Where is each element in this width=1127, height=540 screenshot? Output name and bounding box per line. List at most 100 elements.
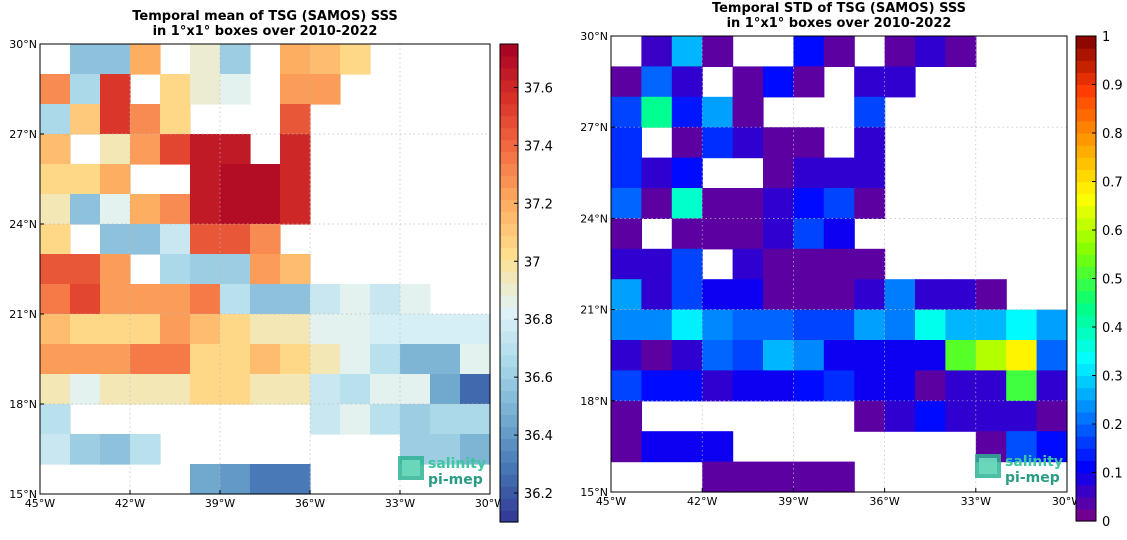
colorbar-segment [500, 223, 518, 236]
heatmap-cell [1006, 400, 1038, 432]
colorbar-segment [1076, 302, 1096, 316]
y-tick-label: 24°N [580, 212, 608, 225]
colorbar-tick-label: 37.2 [524, 197, 553, 212]
heatmap-cell [400, 344, 431, 375]
heatmap-cell [190, 374, 221, 405]
colorbar-segment [1076, 290, 1096, 304]
heatmap-cell [190, 164, 221, 195]
heatmap-cell [130, 44, 161, 75]
heatmap-cell [40, 194, 71, 225]
heatmap-cell [671, 66, 703, 98]
heatmap-cell [280, 134, 311, 165]
y-tick-label: 15°N [9, 488, 37, 501]
heatmap-cell [611, 279, 642, 311]
heatmap-cell [220, 134, 251, 165]
heatmap-cell [671, 96, 703, 128]
heatmap-cell [854, 66, 886, 98]
heatmap-cell [915, 370, 946, 402]
colorbar-segment [1076, 339, 1096, 352]
heatmap-cell [671, 127, 703, 159]
heatmap-cell [70, 164, 101, 195]
heatmap-cell [641, 340, 673, 371]
logo-text-pi-mep: pi-mep [1005, 470, 1060, 486]
heatmap-cell [430, 314, 461, 345]
colorbar-segment [1076, 36, 1096, 49]
heatmap-cell [100, 44, 131, 75]
colorbar-segment [1076, 169, 1096, 183]
heatmap-cell [671, 309, 703, 341]
colorbar-segment [1076, 375, 1096, 389]
heatmap-cell [732, 309, 764, 341]
heatmap-cell [975, 309, 1007, 341]
heatmap-cell [40, 284, 71, 315]
heatmap-cell [460, 374, 491, 405]
heatmap-cell [190, 224, 221, 255]
heatmap-cell [40, 254, 71, 285]
heatmap-cell [854, 188, 886, 219]
colorbar-segment [1076, 508, 1096, 522]
heatmap-cell [460, 314, 491, 345]
heatmap-cell [280, 284, 311, 315]
colorbar-segment [500, 486, 518, 499]
heatmap-cell [460, 434, 491, 465]
heatmap-cell [280, 464, 311, 495]
heatmap-cell [884, 36, 916, 67]
heatmap-cell [854, 127, 886, 159]
heatmap-cell [220, 254, 251, 285]
heatmap-cell [40, 134, 71, 165]
heatmap-cell [763, 340, 794, 371]
heatmap-cell [280, 374, 311, 405]
heatmap-cell [641, 36, 673, 67]
heatmap-cell [100, 164, 131, 195]
chart-title-line-2: in 1°x1° boxes over 2010-2022 [153, 24, 378, 39]
heatmap-cell [611, 431, 642, 463]
heatmap-cell [70, 74, 101, 105]
colorbar: 0 0.1 0.2 0.3 0.4 0.5 0.6 0.7 0.8 0.9 1 [1075, 30, 1123, 530]
heatmap-cell [793, 340, 825, 371]
x-tick-label: 45°W [596, 495, 626, 508]
heatmap-cell [1006, 431, 1038, 463]
colorbar-tick-label: 0 [1102, 515, 1110, 530]
heatmap-cell [732, 461, 764, 493]
heatmap-cell [975, 400, 1007, 432]
colorbar-segment [1076, 327, 1096, 340]
heatmap-cell [100, 284, 131, 315]
heatmap-cell [1036, 309, 1068, 341]
heatmap-cell [310, 404, 341, 435]
heatmap-cell [884, 340, 916, 371]
heatmap-cell [220, 194, 251, 225]
heatmap-cell [671, 188, 703, 219]
x-tick-label: 42°W [115, 497, 145, 510]
heatmap-cell [250, 314, 281, 345]
heatmap-cell [763, 309, 794, 341]
colorbar-tick-label: 0.4 [1102, 321, 1123, 336]
heatmap-cell [340, 404, 371, 435]
colorbar-segment [500, 294, 518, 308]
heatmap-cell [823, 370, 855, 402]
colorbar-segment [500, 211, 518, 224]
colorbar-segment [500, 67, 518, 81]
heatmap-cell [190, 194, 221, 225]
heatmap-cell [641, 66, 673, 98]
heatmap-cell [400, 314, 431, 345]
plot-frame [39, 43, 491, 495]
colorbar-segment [1076, 351, 1096, 364]
heatmap-cell [945, 279, 977, 311]
heatmap-cell [884, 66, 916, 98]
heatmap-cell [70, 44, 101, 75]
colorbar-segment [1076, 448, 1096, 461]
heatmap-cell [671, 340, 703, 371]
colorbar-segment [1076, 363, 1096, 377]
heatmap-cell [130, 374, 161, 405]
heatmap-cell [732, 127, 764, 159]
colorbar-segment [500, 426, 518, 439]
heatmap-cell [915, 279, 946, 311]
heatmap-cell [854, 96, 886, 128]
heatmap-cell [611, 188, 642, 219]
heatmap-cell [854, 309, 886, 341]
heatmap-cell [641, 188, 673, 219]
heatmap-cell [190, 44, 221, 75]
heatmap-cell [100, 374, 131, 405]
y-tick-label: 30°N [9, 38, 37, 51]
y-tick-label: 27°N [9, 128, 37, 141]
